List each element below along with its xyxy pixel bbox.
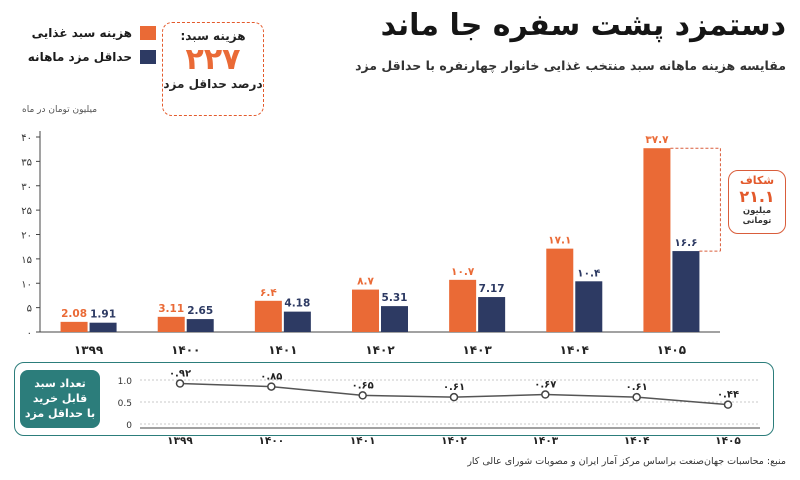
line-point xyxy=(632,392,641,402)
legend-item-basket: هزینه سبد غذایی xyxy=(26,26,156,40)
bar-basket xyxy=(254,300,282,332)
line-x-tick-label: ۱۴۰۴ xyxy=(624,435,650,447)
line-y-tick-label: 0.5 xyxy=(118,399,132,409)
callout-heading: هزینه سبد: xyxy=(180,29,246,43)
bar-wage xyxy=(478,297,506,332)
y-tick-label: ۳۰ xyxy=(21,182,32,193)
x-tick-label: ۱۴۰۵ xyxy=(657,343,686,357)
bar-wage xyxy=(186,319,214,332)
bar-value-label: ۸.۷ xyxy=(357,276,374,288)
bar-value-label: 2.08 xyxy=(61,308,87,320)
y-axis-unit-label: میلیون تومان در ماه xyxy=(22,105,98,115)
y-tick-label: ۲۰ xyxy=(21,231,32,242)
y-tick-label: ۰ xyxy=(27,328,32,339)
bar-value-label: ۱۰.۴ xyxy=(577,267,601,279)
bar-wage xyxy=(381,306,408,332)
bar-chart: ۰ ۵ ۱۰ ۱۵ ۲۰ ۲۵ ۳۰ ۳۵ ۴۰ 2.08 1.91 ۱۳۹۹ 3.11 2.65 ۱۴۰۰… xyxy=(21,131,721,357)
line-x-tick-label: ۱۴۰۲ xyxy=(441,435,467,447)
line-point-label: ۰.۶۷ xyxy=(534,380,556,391)
bar-wage xyxy=(283,311,311,332)
legend-swatch-wage xyxy=(140,50,156,64)
line-chart: 1.0 0.5 0 ۰.۹۲ ۰.۸۵ ۰.۶۵ ۰.۶۱ ۰.۶۷ ۰.۶۱ ۰.۴۴ ۱۳۹۹ ۱… xyxy=(118,369,760,447)
bar-value-label: ۱۰.۷ xyxy=(451,266,475,278)
line-y-tick-label: 1.0 xyxy=(118,377,133,387)
line-point xyxy=(541,390,550,399)
y-tick-label: ۳۵ xyxy=(21,157,32,168)
gap-unit: میلیون تومانی xyxy=(742,206,772,226)
line-point xyxy=(267,382,276,391)
basket-box-line1: تعداد سبد xyxy=(34,377,86,390)
basket-share-callout: هزینه سبد: ۲۲۷ درصد حداقل مزد xyxy=(162,22,264,116)
basket-box-line2: قابل خرید xyxy=(32,392,88,405)
line-point-label: ۰.۶۱ xyxy=(626,382,648,393)
bar-value-label: 4.18 xyxy=(284,298,310,310)
bar-value-label: 1.91 xyxy=(90,309,116,321)
x-tick-label: ۱۴۰۴ xyxy=(560,343,589,357)
line-point xyxy=(175,379,185,388)
bar-value-label: ۳۷.۷ xyxy=(645,134,669,146)
y-tick-label: ۱۰ xyxy=(21,279,32,290)
x-tick-label: ۱۴۰۰ xyxy=(171,343,200,357)
x-tick-label: ۱۴۰۳ xyxy=(462,343,492,357)
legend-swatch-basket xyxy=(140,26,156,40)
gap-callout: شکاف ۲۱.۱ میلیون تومانی xyxy=(728,170,786,234)
bar-basket xyxy=(449,279,477,332)
y-tick-label: ۵ xyxy=(27,304,32,315)
callout-caption: درصد حداقل مزد xyxy=(163,77,263,91)
bar-value-label: ۶.۴ xyxy=(260,287,277,299)
line-y-tick-label: 0 xyxy=(126,421,132,431)
legend: هزینه سبد غذایی حداقل مزد ماهانه xyxy=(26,26,156,74)
line-x-tick-label: ۱۴۰۰ xyxy=(259,435,285,447)
bar-basket xyxy=(546,248,574,332)
bar-basket xyxy=(60,321,88,332)
line-x-tick-label: ۱۴۰۵ xyxy=(715,435,741,447)
bar-basket xyxy=(643,148,671,332)
bar-basket xyxy=(352,289,379,332)
line-point-label: ۰.۸۵ xyxy=(260,372,282,383)
line-x-tick-label: ۱۳۹۹ xyxy=(167,435,193,447)
bar-value-label: 5.31 xyxy=(382,292,408,304)
y-tick-label: ۴۰ xyxy=(21,133,32,144)
legend-label-basket: هزینه سبد غذایی xyxy=(31,26,132,40)
y-tick-label: ۲۵ xyxy=(21,206,32,217)
gap-value: ۲۱.۱ xyxy=(739,187,775,206)
line-point-label: ۰.۶۵ xyxy=(352,380,374,391)
gap-label: شکاف xyxy=(739,174,775,187)
line-x-tick-label: ۱۴۰۱ xyxy=(350,435,376,447)
basket-count-label: تعداد سبد قابل خرید با حداقل مزد xyxy=(20,370,100,428)
line-point-label: ۰.۴۴ xyxy=(717,390,739,401)
bar-value-label: 3.11 xyxy=(158,303,184,315)
callout-value: ۲۲۷ xyxy=(185,42,241,77)
bar-value-label: 2.65 xyxy=(187,305,213,317)
line-point xyxy=(449,392,459,402)
line-x-tick-label: ۱۴۰۳ xyxy=(533,435,559,447)
basket-box-line3: با حداقل مزد xyxy=(24,407,96,420)
line-point-label: ۰.۶۱ xyxy=(443,382,465,393)
x-tick-label: ۱۴۰۲ xyxy=(365,343,395,357)
legend-label-wage: حداقل مزد ماهانه xyxy=(27,50,132,64)
basket-count-panel xyxy=(14,362,774,436)
legend-item-wage: حداقل مزد ماهانه xyxy=(26,50,156,64)
bar-wage xyxy=(575,281,603,332)
bar-wage xyxy=(89,322,117,332)
y-tick-label: ۱۵ xyxy=(21,255,32,266)
bar-value-label: ۱۷.۱ xyxy=(548,235,571,247)
x-tick-label: ۱۴۰۱ xyxy=(268,343,297,357)
bar-value-label: ۱۶.۶ xyxy=(674,237,697,249)
line-point-label: ۰.۹۲ xyxy=(169,369,191,380)
line-point xyxy=(723,400,733,409)
chart-subtitle: مقایسه هزینه ماهانه سبد منتخب غذایی خانو… xyxy=(355,58,786,73)
chart-title: دستمزد پشت سفره جا ماند xyxy=(380,8,786,43)
line-point xyxy=(358,391,367,400)
x-tick-label: ۱۳۹۹ xyxy=(74,343,104,357)
source-note: منبع: محاسبات جهان‌صنعت براساس مرکز آمار… xyxy=(467,456,786,467)
bar-basket xyxy=(157,316,185,332)
bar-value-label: 7.17 xyxy=(479,283,505,295)
bar-wage xyxy=(672,251,700,332)
